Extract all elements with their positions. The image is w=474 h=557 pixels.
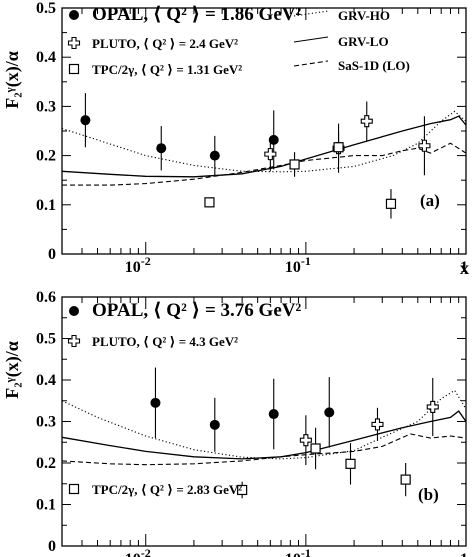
y-tick-label: 0.3 bbox=[36, 414, 56, 431]
point-opal bbox=[324, 407, 335, 418]
y-tick-label: 0.1 bbox=[36, 197, 56, 214]
y-tick-label: 0.5 bbox=[36, 331, 56, 348]
legend-marker-tpc bbox=[68, 483, 80, 495]
point-pluto bbox=[418, 139, 431, 152]
y-axis-label-text: F₂ᵞ(x)/α bbox=[2, 51, 23, 109]
legend-label-opal: OPAL, ⟨ Q² ⟩ = 3.76 GeV² bbox=[92, 300, 301, 321]
point-opal bbox=[209, 419, 220, 430]
legend-label-grv-ho: GRV-HO bbox=[338, 8, 390, 23]
curve-grv-lo bbox=[61, 410, 467, 460]
legend-label-opal: OPAL, ⟨ Q² ⟩ = 1.86 GeV² bbox=[92, 4, 301, 25]
point-pluto bbox=[371, 418, 384, 431]
y-tick-label: 0.6 bbox=[36, 289, 56, 306]
point-opal bbox=[268, 134, 279, 145]
y-axis-label-text: F₂ᵞ(x)/α bbox=[2, 341, 23, 399]
y-tick-label: 0.4 bbox=[36, 372, 56, 389]
curve-grv-ho bbox=[61, 389, 467, 460]
point-pluto bbox=[264, 148, 277, 161]
legend-marker-pluto bbox=[67, 334, 81, 348]
legend-line-sas bbox=[293, 60, 329, 67]
legend-marker-opal bbox=[69, 306, 79, 316]
legend-marker-tpc bbox=[68, 63, 80, 75]
x-axis-label: x bbox=[460, 550, 469, 557]
x-tick-label: 10-2 bbox=[125, 254, 151, 276]
panel-a: 0 0.1 0.2 0.3 0.4 0.5 10-2 10-1 1x F₂ᵞ(x)/α OPAL, … bbox=[2, 0, 469, 278]
panel-label: (a) bbox=[420, 191, 440, 210]
legend-marker-pluto bbox=[67, 36, 81, 50]
point-tpc-2- bbox=[345, 458, 356, 469]
y-tick-label: 0.2 bbox=[36, 148, 56, 165]
point-opal bbox=[150, 397, 161, 408]
y-axis-label: F₂ᵞ(x)/α bbox=[2, 341, 23, 399]
y-axis-label: F₂ᵞ(x)/α bbox=[2, 51, 23, 109]
point-tpc-2- bbox=[385, 198, 397, 209]
x-tick-label: 10-2 bbox=[125, 546, 151, 557]
legend-label-grv-lo: GRV-LO bbox=[338, 34, 389, 49]
point-pluto bbox=[426, 400, 439, 414]
point-pluto bbox=[299, 434, 312, 447]
point-opal bbox=[209, 150, 220, 161]
point-tpc-2- bbox=[237, 484, 248, 496]
panel-b: 0 0.1 0.2 0.3 0.4 0.5 0.6 10-2 10-1 1x F₂ᵞ(x)/α OPA… bbox=[2, 289, 469, 557]
point-tpc-2- bbox=[310, 443, 321, 454]
legend-label-pluto: PLUTO, ⟨ Q² ⟩ = 4.3 GeV² bbox=[92, 334, 238, 349]
y-tick-label: 0 bbox=[48, 246, 56, 263]
legend-label-tpc: TPC/2γ, ⟨ Q² ⟩ = 1.31 GeV² bbox=[92, 62, 242, 77]
curve-grv-ho bbox=[61, 110, 467, 173]
legend-label-tpc: TPC/2γ, ⟨ Q² ⟩ = 2.83 GeV² bbox=[92, 482, 242, 497]
x-tick-label: 1 bbox=[460, 551, 468, 557]
y-tick-label: 0.1 bbox=[36, 497, 56, 514]
point-tpc-2- bbox=[204, 197, 215, 208]
y-tick-label: 0.3 bbox=[36, 98, 56, 115]
panel-label: (b) bbox=[418, 485, 439, 504]
curve-grv-lo bbox=[61, 115, 467, 178]
point-opal bbox=[268, 409, 279, 420]
y-tick-label: 0.2 bbox=[36, 455, 56, 472]
y-tick-label: 0.5 bbox=[36, 0, 56, 17]
x-tick-label: 1 bbox=[460, 259, 468, 276]
point-pluto bbox=[360, 115, 373, 128]
x-tick-label: 10-1 bbox=[285, 546, 311, 557]
curve-sas-1d-lo- bbox=[61, 433, 467, 466]
point-tpc-2- bbox=[333, 142, 344, 153]
y-tick-label: 0 bbox=[48, 538, 56, 555]
point-opal bbox=[80, 115, 91, 126]
point-opal bbox=[156, 143, 167, 154]
point-tpc-2- bbox=[289, 159, 300, 170]
legend-label-sas: SaS-1D (LO) bbox=[338, 58, 410, 73]
x-tick-label: 10-1 bbox=[285, 254, 311, 276]
legend-marker-opal bbox=[69, 10, 79, 20]
curve-sas-1d-lo- bbox=[62, 142, 467, 186]
point-tpc-2- bbox=[400, 474, 411, 485]
legend-line-grv-lo bbox=[293, 36, 329, 43]
legend-label-pluto: PLUTO, ⟨ Q² ⟩ = 2.4 GeV² bbox=[92, 36, 238, 51]
y-tick-label: 0.4 bbox=[36, 49, 56, 66]
x-axis-label: x bbox=[460, 258, 469, 278]
